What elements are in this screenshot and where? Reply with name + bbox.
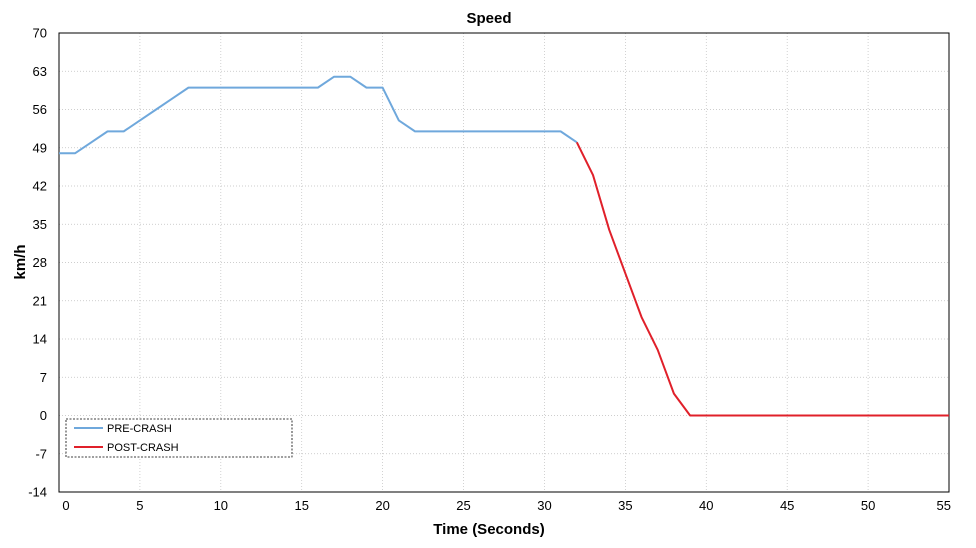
y-tick-label: 21 bbox=[33, 293, 47, 308]
x-tick-label: 20 bbox=[375, 498, 389, 513]
y-tick-label: 56 bbox=[33, 102, 47, 117]
y-tick-label: 14 bbox=[33, 332, 47, 347]
y-tick-label: 7 bbox=[40, 370, 47, 385]
x-tick-label: 5 bbox=[136, 498, 143, 513]
y-axis-ticks: -14 -7 0 7 14 21 28 35 42 49 56 63 70 bbox=[28, 26, 47, 500]
plot-area bbox=[58, 32, 950, 493]
chart-title: Speed bbox=[466, 10, 511, 27]
y-tick-label: 49 bbox=[33, 140, 47, 155]
y-tick-label: 63 bbox=[33, 64, 47, 79]
series-line-post-crash bbox=[575, 141, 949, 417]
x-tick-label: 45 bbox=[780, 498, 794, 513]
y-tick-label: 28 bbox=[33, 255, 47, 270]
series-line-pre-crash bbox=[59, 75, 578, 155]
x-tick-label: 15 bbox=[294, 498, 308, 513]
x-tick-label: 40 bbox=[699, 498, 713, 513]
y-tick-label: 70 bbox=[33, 26, 47, 41]
y-tick-label: 0 bbox=[40, 408, 47, 423]
x-axis-title: Time (Seconds) bbox=[433, 521, 544, 538]
x-tick-label: 25 bbox=[456, 498, 470, 513]
x-tick-label: 50 bbox=[861, 498, 875, 513]
x-tick-label: 0 bbox=[62, 498, 69, 513]
x-tick-label: 35 bbox=[618, 498, 632, 513]
y-axis-title: km/h bbox=[12, 244, 29, 279]
legend-label-post-crash: POST-CRASH bbox=[107, 442, 179, 454]
x-tick-label: 10 bbox=[214, 498, 228, 513]
y-tick-label: -7 bbox=[35, 446, 47, 461]
y-tick-label: 35 bbox=[33, 217, 47, 232]
legend: PRE-CRASH POST-CRASH bbox=[65, 418, 293, 458]
series-layer bbox=[59, 75, 949, 417]
y-tick-label: 42 bbox=[33, 179, 47, 194]
legend-label-pre-crash: PRE-CRASH bbox=[107, 423, 172, 435]
x-tick-label: 55 bbox=[937, 498, 951, 513]
y-tick-label: -14 bbox=[28, 485, 47, 500]
x-axis-ticks: 0 5 10 15 20 25 30 35 40 45 50 55 bbox=[62, 498, 951, 513]
x-tick-label: 30 bbox=[537, 498, 551, 513]
legend-box bbox=[65, 418, 293, 458]
